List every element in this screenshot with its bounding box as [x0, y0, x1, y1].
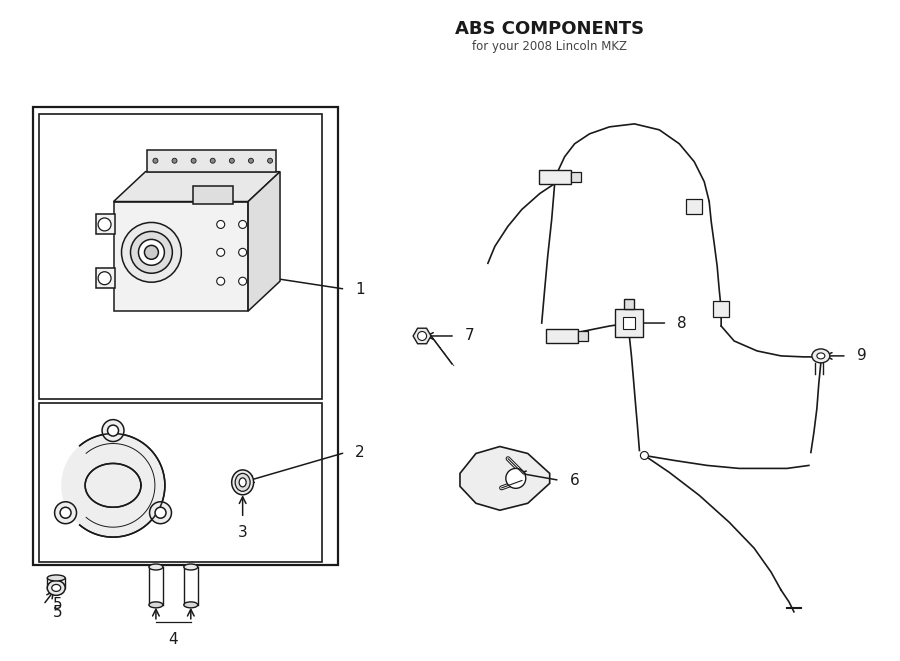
- Text: ABS COMPONENTS: ABS COMPONENTS: [455, 20, 644, 38]
- Circle shape: [506, 469, 526, 488]
- Circle shape: [122, 223, 181, 282]
- Text: 8: 8: [678, 315, 687, 330]
- Bar: [95, 214, 114, 235]
- Circle shape: [191, 158, 196, 163]
- Bar: [40, 114, 322, 399]
- Circle shape: [217, 277, 225, 285]
- Circle shape: [144, 245, 158, 259]
- Circle shape: [248, 158, 254, 163]
- Bar: [40, 403, 322, 562]
- Text: for your 2008 Lincoln MKZ: for your 2008 Lincoln MKZ: [472, 40, 627, 54]
- Text: 3: 3: [238, 525, 248, 540]
- Ellipse shape: [239, 478, 246, 487]
- Ellipse shape: [184, 564, 198, 570]
- Text: 5: 5: [53, 598, 63, 612]
- Circle shape: [172, 158, 177, 163]
- Bar: [33, 107, 338, 565]
- Circle shape: [641, 451, 648, 459]
- Ellipse shape: [51, 584, 60, 592]
- Text: 2: 2: [356, 445, 364, 460]
- Bar: [625, 299, 634, 309]
- Polygon shape: [460, 447, 550, 510]
- Circle shape: [418, 332, 427, 340]
- Circle shape: [98, 218, 111, 231]
- Circle shape: [217, 249, 225, 256]
- Bar: [113, 202, 248, 311]
- Circle shape: [60, 507, 71, 518]
- Ellipse shape: [47, 575, 65, 581]
- Polygon shape: [113, 172, 280, 202]
- Bar: [616, 309, 644, 337]
- Circle shape: [139, 239, 165, 265]
- Bar: [713, 301, 729, 317]
- Circle shape: [98, 272, 111, 285]
- Polygon shape: [413, 329, 431, 344]
- Circle shape: [149, 502, 172, 524]
- Ellipse shape: [184, 602, 198, 608]
- Text: 5: 5: [53, 605, 63, 620]
- Text: 6: 6: [570, 473, 580, 488]
- Bar: [95, 268, 114, 288]
- Circle shape: [238, 277, 247, 285]
- Polygon shape: [248, 172, 280, 311]
- Bar: [571, 172, 580, 182]
- Bar: [193, 186, 233, 204]
- Bar: [624, 317, 635, 329]
- Circle shape: [217, 221, 225, 229]
- Ellipse shape: [231, 470, 254, 495]
- Circle shape: [55, 502, 76, 524]
- Circle shape: [130, 231, 173, 273]
- Circle shape: [153, 158, 157, 163]
- Ellipse shape: [817, 353, 824, 359]
- Bar: [687, 198, 702, 214]
- Bar: [539, 170, 571, 184]
- Ellipse shape: [148, 564, 163, 570]
- Text: 4: 4: [168, 632, 177, 646]
- Bar: [545, 329, 578, 343]
- Ellipse shape: [47, 580, 65, 596]
- Text: 9: 9: [857, 348, 867, 364]
- Ellipse shape: [148, 602, 163, 608]
- Circle shape: [61, 434, 165, 537]
- Circle shape: [211, 158, 215, 163]
- Circle shape: [108, 425, 119, 436]
- Text: 7: 7: [465, 329, 474, 344]
- Circle shape: [267, 158, 273, 163]
- Circle shape: [238, 221, 247, 229]
- Bar: [578, 331, 588, 341]
- Circle shape: [238, 249, 247, 256]
- Ellipse shape: [235, 473, 250, 491]
- Text: 1: 1: [356, 282, 364, 297]
- Polygon shape: [148, 150, 276, 172]
- Circle shape: [155, 507, 166, 518]
- Circle shape: [230, 158, 234, 163]
- Ellipse shape: [812, 349, 830, 363]
- Circle shape: [102, 420, 124, 442]
